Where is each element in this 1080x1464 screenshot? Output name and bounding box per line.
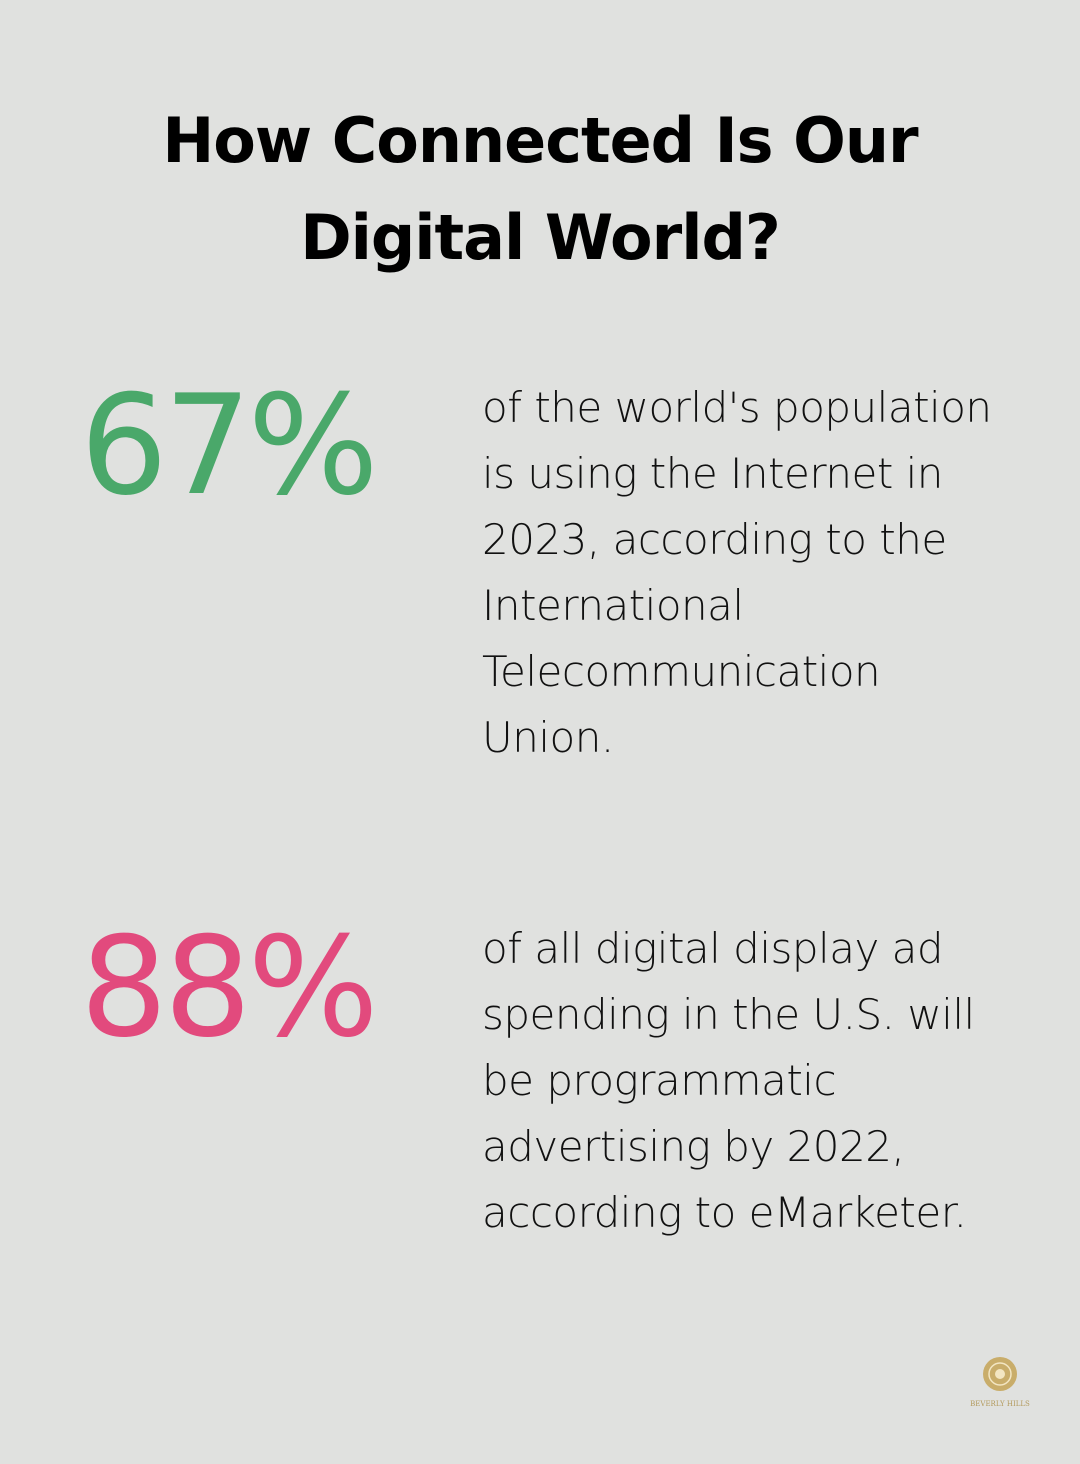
stat-figure: 88%	[80, 907, 379, 1068]
title: How Connected Is Our Digital World?	[162, 104, 918, 274]
logo-text: BEVERLY HILLS	[970, 1400, 1030, 1408]
stat-text: of the world's population is using the I…	[482, 383, 992, 762]
logo: BEVERLY HILLS	[960, 1356, 1040, 1408]
logo-emblem	[983, 1357, 1017, 1391]
stat-figure: 67%	[80, 365, 379, 526]
stat-text: of all digital display ad spending in th…	[482, 924, 975, 1237]
